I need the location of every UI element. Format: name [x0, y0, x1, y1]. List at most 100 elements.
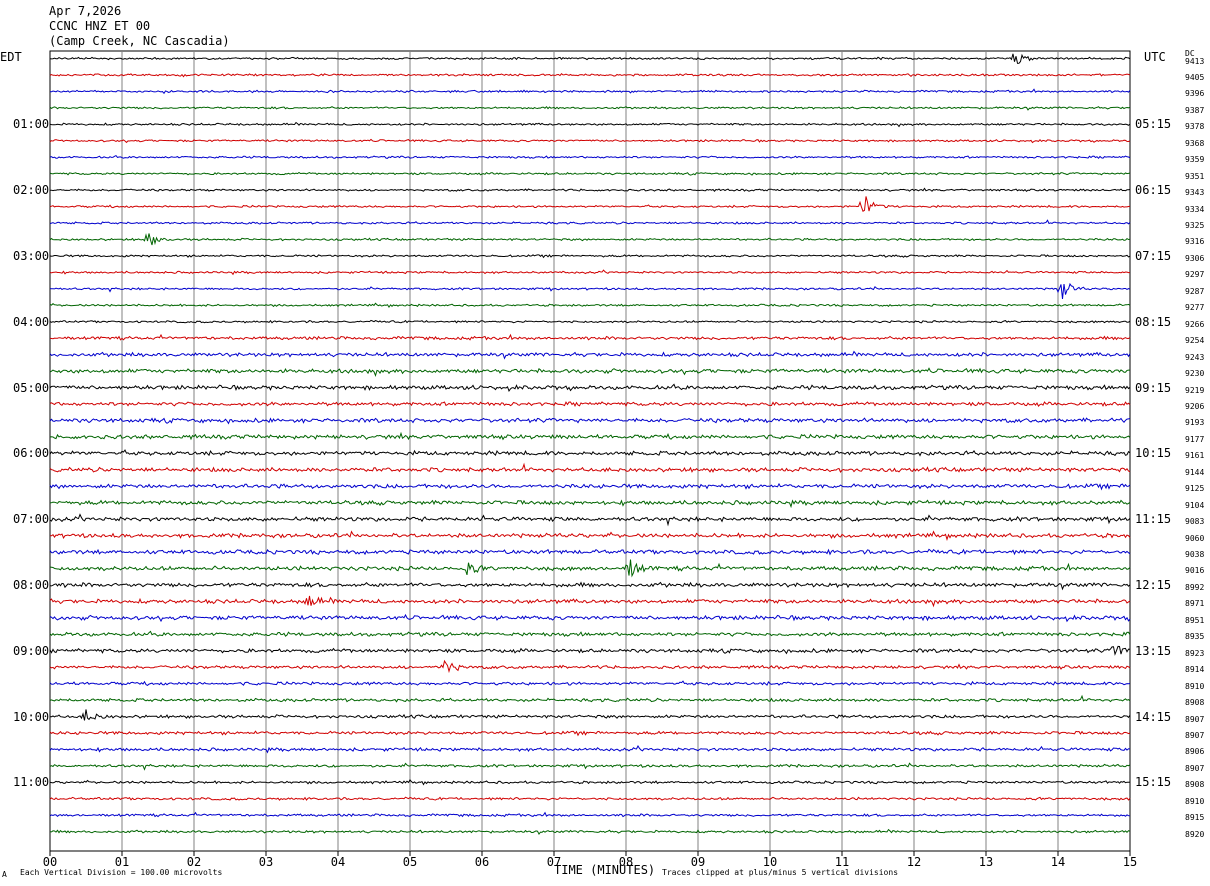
dc-offset-label: 9413: [1185, 56, 1205, 66]
right-hour-label: 13:15: [1135, 643, 1172, 658]
left-timezone-label: EDT: [0, 50, 22, 64]
left-hour-label: 07:00: [13, 512, 50, 527]
x-tick-label: 09: [691, 855, 705, 869]
dc-offset-label: 8907: [1185, 730, 1205, 740]
left-hour-label: 09:00: [13, 643, 50, 658]
dc-offset-label: 8915: [1185, 813, 1205, 823]
right-hour-label: 12:15: [1135, 577, 1172, 592]
trace-line: [49, 154, 1131, 160]
trace-line: [49, 499, 1131, 509]
dc-offset-label: 9060: [1185, 533, 1205, 543]
dc-offset-label: 9144: [1185, 467, 1205, 477]
left-hour-label: 05:00: [13, 380, 50, 395]
right-hour-label: 09:15: [1135, 380, 1172, 395]
trace-line: [49, 302, 1131, 309]
trace-line: [49, 319, 1131, 324]
station-code: CCNC HNZ ET 00: [49, 19, 151, 33]
x-tick-label: 15: [1123, 855, 1137, 869]
corner-mark: A: [2, 870, 7, 879]
x-tick-label: 07: [547, 855, 561, 869]
x-axis-title: TIME (MINUTES): [554, 863, 656, 877]
trace-line: [49, 581, 1131, 591]
dc-offset-label: 8910: [1185, 796, 1205, 806]
trace-line: [49, 828, 1131, 836]
dc-offset-label: 8920: [1185, 829, 1205, 839]
dc-offset-label: 9254: [1185, 336, 1205, 346]
station-location: (Camp Creek, NC Cascadia): [49, 34, 230, 48]
dc-offset-label: 8971: [1185, 599, 1205, 609]
dc-offset-label: 8907: [1185, 763, 1205, 773]
trace-line: [49, 350, 1131, 360]
dc-offset-label: 8908: [1185, 698, 1205, 708]
trace-line: [49, 282, 1131, 299]
trace-line: [49, 105, 1131, 111]
trace-line: [49, 401, 1131, 408]
dc-offset-label: 9016: [1185, 566, 1205, 576]
trace-line: [49, 53, 1131, 64]
trace-line: [49, 694, 1131, 703]
dc-offset-label: 9387: [1185, 105, 1205, 115]
right-hour-label: 05:15: [1135, 117, 1172, 132]
dc-offset-label: 9378: [1185, 122, 1205, 132]
trace-line: [49, 383, 1131, 392]
trace-line: [49, 811, 1131, 818]
dc-offset-label: 9277: [1185, 303, 1205, 313]
trace-line: [49, 417, 1131, 425]
trace-line: [49, 482, 1131, 491]
dc-offset-label: 9343: [1185, 188, 1205, 198]
x-tick-label: 00: [43, 855, 57, 869]
right-timezone-label: UTC: [1144, 50, 1166, 64]
right-hour-label: 07:15: [1135, 248, 1172, 263]
trace-line: [49, 72, 1131, 78]
dc-offset-label: 8910: [1185, 681, 1205, 691]
trace-line: [50, 709, 1131, 721]
right-hour-label: 11:15: [1135, 512, 1172, 527]
x-tick-label: 03: [259, 855, 273, 869]
trace-line: [49, 595, 1131, 608]
dc-offset-label: 8923: [1185, 648, 1205, 658]
dc-offset-label: 8992: [1185, 582, 1205, 592]
dc-offset-label: 9219: [1185, 385, 1205, 395]
x-tick-label: 10: [763, 855, 777, 869]
trace-line: [49, 645, 1131, 656]
dc-offset-label: 9266: [1185, 319, 1205, 329]
dc-offset-label: 9104: [1185, 500, 1205, 510]
dc-offset-label: 8914: [1185, 665, 1205, 675]
dc-offset-label: 9161: [1185, 451, 1205, 461]
dc-offset-label: 9193: [1185, 418, 1205, 428]
trace-line: [49, 796, 1131, 801]
dc-offset-label: 8908: [1185, 780, 1205, 790]
dc-offset-label: 9206: [1185, 401, 1205, 411]
trace-line: [49, 333, 1131, 341]
x-tick-label: 02: [187, 855, 201, 869]
dc-offset-label: 9316: [1185, 237, 1205, 247]
trace-line: [49, 219, 1131, 225]
trace-line: [49, 744, 1131, 754]
trace-line: [49, 559, 1131, 578]
dc-offset-label: 9125: [1185, 484, 1205, 494]
dc-offset-label: 9334: [1185, 204, 1205, 214]
trace-line: [49, 680, 1131, 687]
dc-offset-label: 9325: [1185, 221, 1205, 230]
dc-offset-label: 9368: [1185, 138, 1205, 148]
trace-line: [49, 530, 1131, 541]
dc-offset-label: 9396: [1185, 89, 1205, 99]
x-axis-ticks: 00 01 02 03 04 05 06 07 08 09 10 11 12 13 14 15: [43, 851, 1137, 869]
x-tick-label: 06: [475, 855, 489, 869]
dc-offset-label: 9351: [1185, 171, 1205, 181]
trace-line: [49, 730, 1131, 737]
right-hour-label: 15:15: [1135, 775, 1172, 790]
right-hour-label: 06:15: [1135, 183, 1172, 198]
dc-offset-label: 9038: [1185, 550, 1205, 559]
dc-offset-label: 9306: [1185, 253, 1205, 263]
right-hour-label: 14:15: [1135, 709, 1172, 724]
dc-offset-label: 8906: [1185, 747, 1205, 757]
left-hour-label: 02:00: [13, 183, 50, 198]
trace-line: [49, 138, 1131, 144]
plot-frame: [49, 50, 1131, 852]
right-hour-label: 08:15: [1135, 314, 1172, 329]
right-hour-label: 10:15: [1135, 446, 1172, 461]
trace-line: [49, 269, 1130, 276]
trace-line: [49, 779, 1131, 786]
